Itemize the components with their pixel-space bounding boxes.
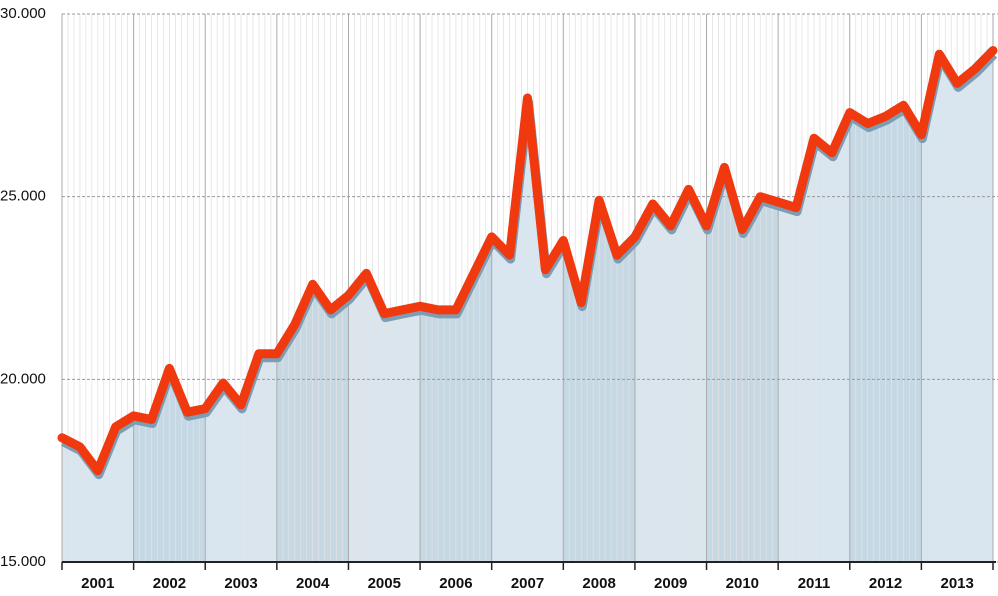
x-tick-label: 2009 xyxy=(654,575,687,592)
x-tick-label: 2011 xyxy=(798,575,831,592)
y-tick-label: 25.000 xyxy=(0,188,46,205)
y-tick-label: 30.000 xyxy=(0,5,46,22)
x-tick-label: 2002 xyxy=(153,575,186,592)
line xyxy=(57,46,998,476)
x-tick-label: 2013 xyxy=(941,575,974,592)
x-tick-label: 2001 xyxy=(81,575,114,592)
x-tick-label: 2003 xyxy=(224,575,257,592)
y-tick-label: 20.000 xyxy=(0,370,46,387)
y-tick-label: 15.000 xyxy=(0,553,46,570)
x-tick-label: 2007 xyxy=(511,575,544,592)
x-tick-label: 2010 xyxy=(726,575,759,592)
x-tick-label: 2012 xyxy=(869,575,902,592)
x-tick-label: 2005 xyxy=(368,575,401,592)
x-tick-label: 2004 xyxy=(296,575,330,592)
x-tick-label: 2006 xyxy=(439,575,472,592)
x-tick-label: 2008 xyxy=(582,575,615,592)
